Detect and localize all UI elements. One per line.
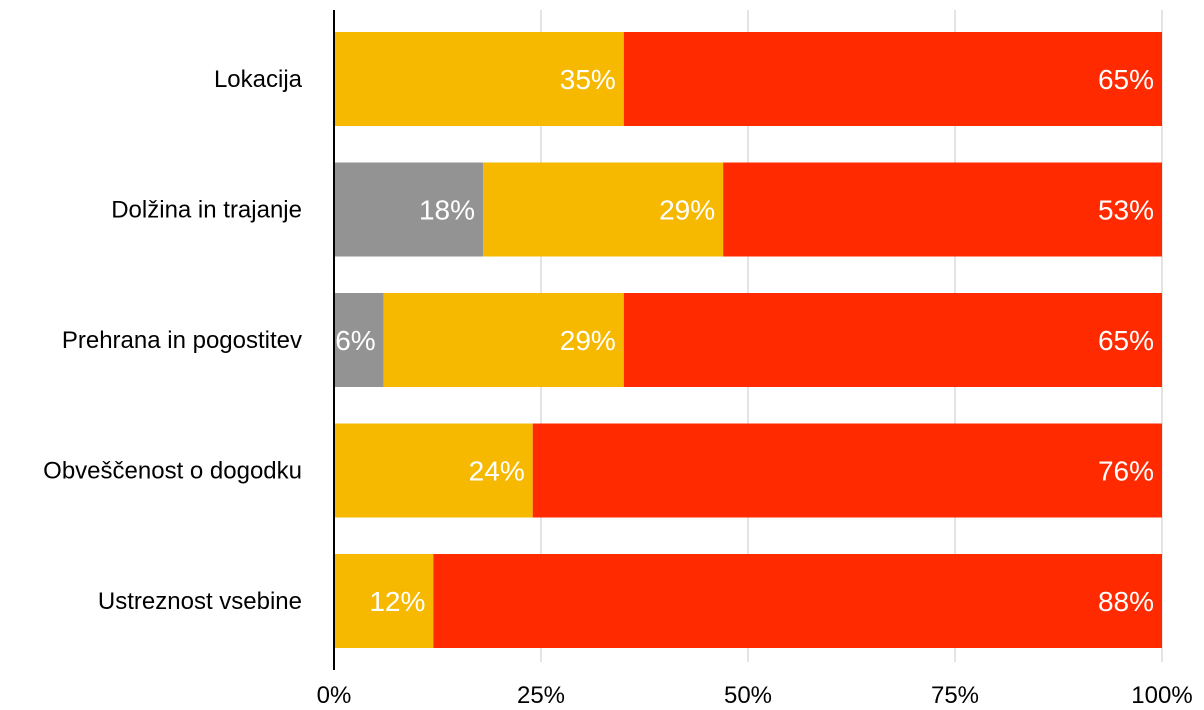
data-label-2-2: 65% xyxy=(1098,325,1154,356)
x-tick-label-75: 75% xyxy=(931,682,979,709)
data-label-4-1: 12% xyxy=(369,586,425,617)
bar-segment-2-2 xyxy=(623,293,1162,387)
bar-segment-1-1 xyxy=(483,162,724,257)
data-label-3-2: 76% xyxy=(1098,456,1154,487)
data-label-2-1: 29% xyxy=(560,325,616,356)
category-label-2: Prehrana in pogostitev xyxy=(62,327,302,354)
data-label-0-2: 65% xyxy=(1098,64,1154,95)
x-tick-label-50: 50% xyxy=(724,682,772,709)
bar-segment-1-2 xyxy=(723,162,1162,257)
bar-segment-0-1 xyxy=(334,32,624,126)
x-axis-tick-labels: 0% 25% 50% 75% 100% xyxy=(317,682,1193,709)
bar-segment-3-2 xyxy=(532,423,1162,518)
x-tick-label-0: 0% xyxy=(317,682,352,709)
data-label-0-1: 35% xyxy=(560,64,616,95)
data-label-1-0: 18% xyxy=(419,195,475,226)
category-label-4: Ustreznost vsebine xyxy=(98,588,302,615)
bar-segment-2-0 xyxy=(334,293,384,387)
category-label-1: Dolžina in trajanje xyxy=(111,197,302,224)
data-label-4-2: 88% xyxy=(1098,586,1154,617)
bar-segment-2-1 xyxy=(383,293,624,387)
bars xyxy=(334,32,1162,648)
data-label-1-2: 53% xyxy=(1098,195,1154,226)
category-labels: Lokacija Dolžina in trajanje Prehrana in p… xyxy=(43,66,302,615)
x-tick-label-100: 100% xyxy=(1131,682,1192,709)
category-label-3: Obveščenost o dogodku xyxy=(43,458,302,485)
data-label-1-1: 29% xyxy=(659,195,715,226)
bar-segment-3-1 xyxy=(334,423,533,518)
segment-labels: 35% 65% 18% 29% 53% 6% 29% 65% 24% 76% 12% 88% xyxy=(335,64,1154,617)
bar-segment-0-2 xyxy=(623,32,1162,126)
x-tick-label-25: 25% xyxy=(517,682,565,709)
bar-segment-4-1 xyxy=(334,554,434,648)
data-label-3-1: 24% xyxy=(469,456,525,487)
category-label-0: Lokacija xyxy=(214,66,303,93)
bar-segment-1-0 xyxy=(334,162,484,257)
bar-segment-4-2 xyxy=(433,554,1162,648)
data-label-2-0: 6% xyxy=(335,325,375,356)
